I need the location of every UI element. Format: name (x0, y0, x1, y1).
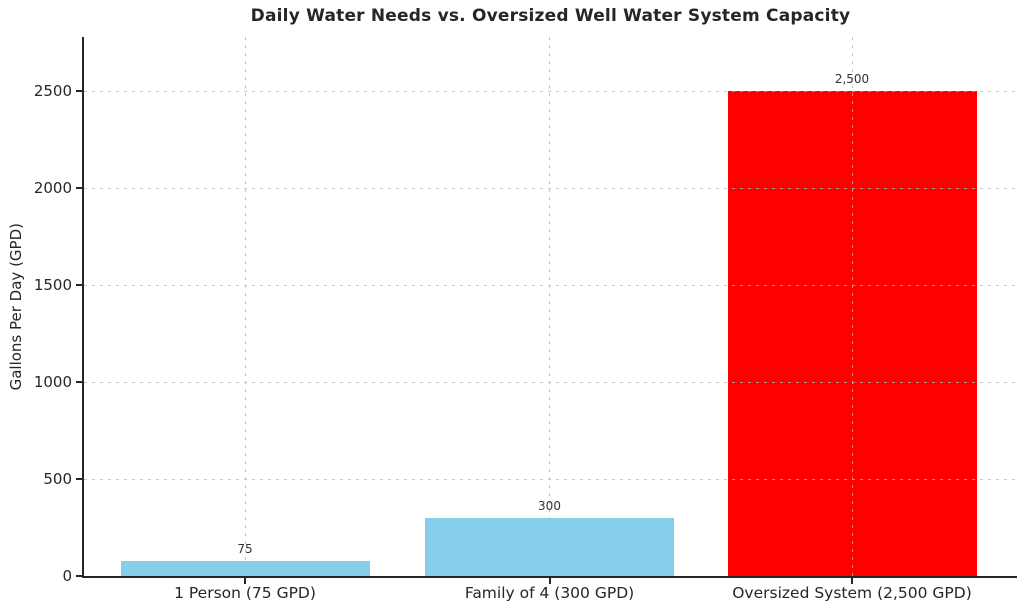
chart-title: Daily Water Needs vs. Oversized Well Wat… (250, 6, 851, 26)
bar-value-label: 300 (538, 498, 561, 513)
gridline-vertical (244, 37, 246, 576)
y-tick-label: 1000 (33, 373, 72, 392)
y-tick-label: 2500 (33, 82, 72, 101)
y-tick-label: 0 (62, 567, 72, 585)
x-tick-label: Family of 4 (300 GPD) (464, 584, 635, 602)
y-tick-mark (76, 478, 82, 481)
x-tick-label: Oversized System (2,500 GPD) (732, 584, 972, 602)
gridline-horizontal (84, 90, 1017, 92)
bar-value-label: 2,500 (834, 72, 870, 87)
y-tick-mark (76, 381, 82, 384)
bar-value-label: 75 (237, 542, 253, 557)
y-tick-mark (76, 575, 82, 577)
x-tick-mark (851, 578, 853, 584)
gridline-horizontal (84, 381, 1017, 383)
y-axis-spine (82, 37, 84, 578)
y-tick-label: 1500 (33, 276, 72, 295)
y-axis-label-container: Gallons Per Day (GPD) (4, 37, 28, 576)
x-tick-mark (244, 578, 246, 584)
gridline-horizontal (84, 187, 1017, 189)
plot-area: 0 500 1000 1500 2000 2500 75 1 Person (75 GPD) 3… (34, 37, 1017, 602)
gridline-vertical (549, 37, 550, 576)
y-tick-mark (76, 284, 82, 287)
y-tick-mark (76, 90, 82, 93)
gridline-horizontal (84, 478, 1017, 480)
y-tick-label: 500 (43, 470, 72, 489)
y-axis-label: Gallons Per Day (GPD) (7, 222, 25, 391)
x-tick-mark (548, 578, 551, 584)
x-tick-label: 1 Person (75 GPD) (174, 584, 316, 602)
y-tick-mark (76, 187, 82, 190)
y-tick-label: 2000 (33, 179, 72, 198)
gridline-vertical (851, 37, 853, 576)
gridline-horizontal (84, 284, 1017, 286)
x-axis-spine (82, 576, 1017, 578)
